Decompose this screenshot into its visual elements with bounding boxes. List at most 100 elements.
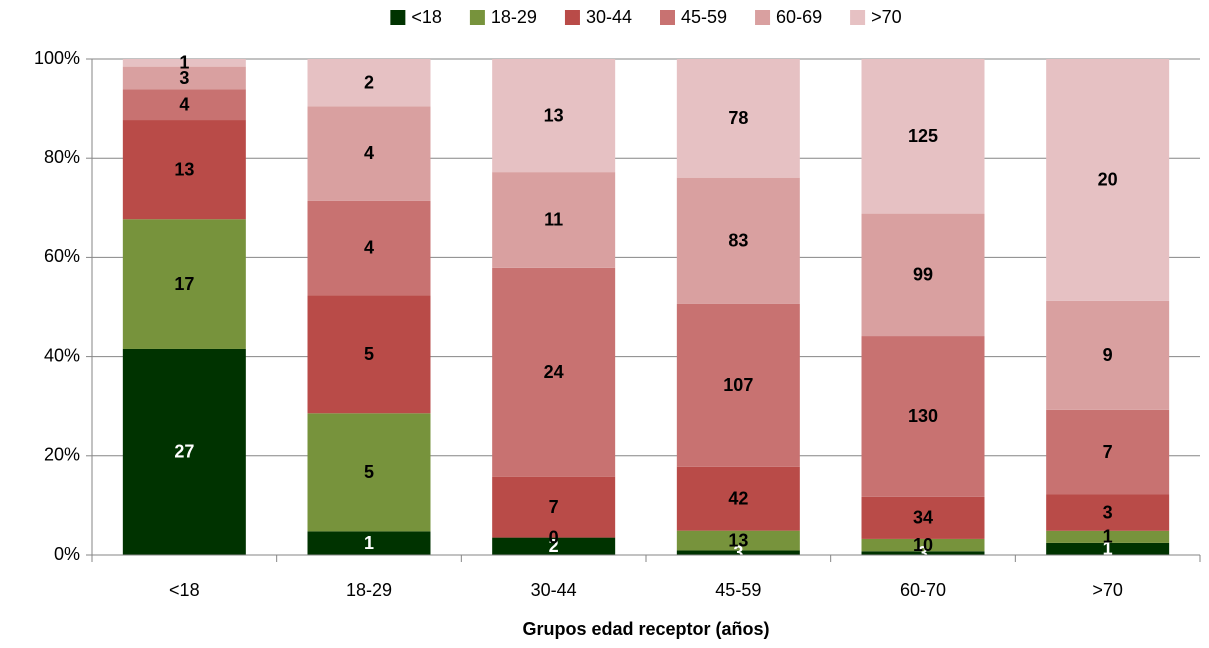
bar-segment: [307, 59, 431, 107]
bar-segment: [676, 59, 800, 178]
bar-segment: [492, 267, 616, 477]
data-label: 4: [364, 143, 374, 163]
data-label: 78: [728, 108, 748, 128]
bar-segment: [122, 120, 246, 220]
y-tick-label: 80%: [44, 147, 80, 167]
legend-label: <18: [411, 7, 442, 27]
bar-segment: [492, 476, 616, 538]
data-label: 13: [728, 530, 748, 550]
bar-segment: [492, 59, 616, 173]
bar-segment: [1046, 542, 1170, 555]
legend-swatch: [564, 10, 580, 25]
bar-segment: [307, 531, 431, 555]
data-label: 83: [728, 231, 748, 251]
x-tick-label: >70: [1092, 580, 1123, 600]
labels: 2717134311554422072411133134210783783103…: [174, 53, 1117, 563]
y-tick-label: 100%: [34, 48, 80, 68]
data-label: 3: [1103, 502, 1113, 522]
legend-swatch: [390, 10, 406, 25]
bar-segment: [307, 200, 431, 296]
data-label: 7: [549, 497, 559, 517]
bar-segment: [676, 530, 800, 551]
bar-segment: [122, 59, 246, 67]
legend-swatch: [850, 10, 866, 25]
data-label: 13: [544, 105, 564, 125]
data-label: 3: [179, 68, 189, 88]
bar-segment: [1046, 494, 1170, 531]
y-tick-label: 60%: [44, 246, 80, 266]
legend-label: >70: [871, 7, 902, 27]
x-tick-label: 45-59: [715, 580, 761, 600]
y-tick-label: 20%: [44, 445, 80, 465]
bar-segment: [122, 348, 246, 555]
bar-segment: [1046, 530, 1170, 543]
data-label: 42: [728, 488, 748, 508]
data-label: 1: [364, 533, 374, 553]
bar-segment: [676, 550, 800, 555]
bar-segment: [1046, 59, 1170, 301]
x-axis-title: Grupos edad receptor (años): [522, 619, 769, 639]
data-label: 20: [1098, 170, 1118, 190]
bar-segment: [122, 219, 246, 349]
bar-segment: [492, 172, 616, 268]
data-label: 1: [1103, 539, 1113, 559]
data-label: 5: [364, 462, 374, 482]
data-label: 11: [544, 210, 563, 230]
data-label: 9: [1103, 345, 1113, 365]
data-label: 0: [549, 527, 559, 547]
bar-segment: [676, 466, 800, 531]
bar-segment: [307, 295, 431, 414]
data-label: 125: [908, 126, 938, 146]
bar-segment: [492, 537, 616, 555]
legend-label: 30-44: [586, 7, 632, 27]
bar-segment: [861, 551, 985, 555]
y-tick-label: 40%: [44, 345, 80, 365]
y-tick-label: 0%: [54, 544, 80, 564]
data-label: 7: [1103, 442, 1113, 462]
legend-swatch: [755, 10, 771, 25]
legend: <18 18-29 30-44 45-59 60-69 >70: [390, 7, 902, 27]
legend-swatch: [660, 10, 675, 25]
data-label: 34: [913, 508, 933, 528]
bar-segment: [861, 59, 985, 214]
data-label: 99: [913, 265, 933, 285]
data-label: 17: [174, 274, 194, 294]
x-tick-label: 30-44: [531, 580, 577, 600]
x-tick-label: 60-70: [900, 580, 946, 600]
data-label: 27: [174, 442, 194, 462]
data-label: 13: [174, 159, 194, 179]
bar-segment: [1046, 409, 1170, 495]
bar-segment: [307, 106, 431, 201]
bar-segment: [1046, 300, 1170, 410]
bar-segment: [861, 496, 985, 539]
bar-segment: [122, 66, 246, 90]
data-label: 2: [549, 536, 559, 556]
data-label: 2: [364, 72, 374, 92]
bar-segment: [861, 336, 985, 497]
x-tick-label: <18: [169, 580, 200, 600]
bar-segment: [122, 89, 246, 121]
data-label: 3: [733, 542, 743, 562]
data-label: 1: [179, 53, 189, 73]
bar-segment: [307, 413, 431, 532]
bar-segment: [861, 213, 985, 337]
bar-segment: [861, 538, 985, 552]
legend-label: 60-69: [776, 7, 822, 27]
data-label: 4: [179, 95, 189, 115]
legend-label: 45-59: [681, 7, 727, 27]
data-label: 107: [723, 375, 753, 395]
data-label: 1: [1103, 527, 1113, 547]
bar-segment: [676, 303, 800, 467]
data-label: 3: [918, 543, 928, 563]
bars: [122, 59, 1170, 555]
data-label: 130: [908, 406, 938, 426]
bar-segment: [676, 177, 800, 304]
legend-label: 18-29: [491, 7, 537, 27]
legend-swatch: [469, 10, 485, 25]
data-label: 4: [364, 238, 374, 258]
data-label: 5: [364, 344, 374, 364]
data-label: 24: [544, 362, 564, 382]
data-label: 10: [913, 535, 933, 555]
x-tick-label: 18-29: [346, 580, 392, 600]
